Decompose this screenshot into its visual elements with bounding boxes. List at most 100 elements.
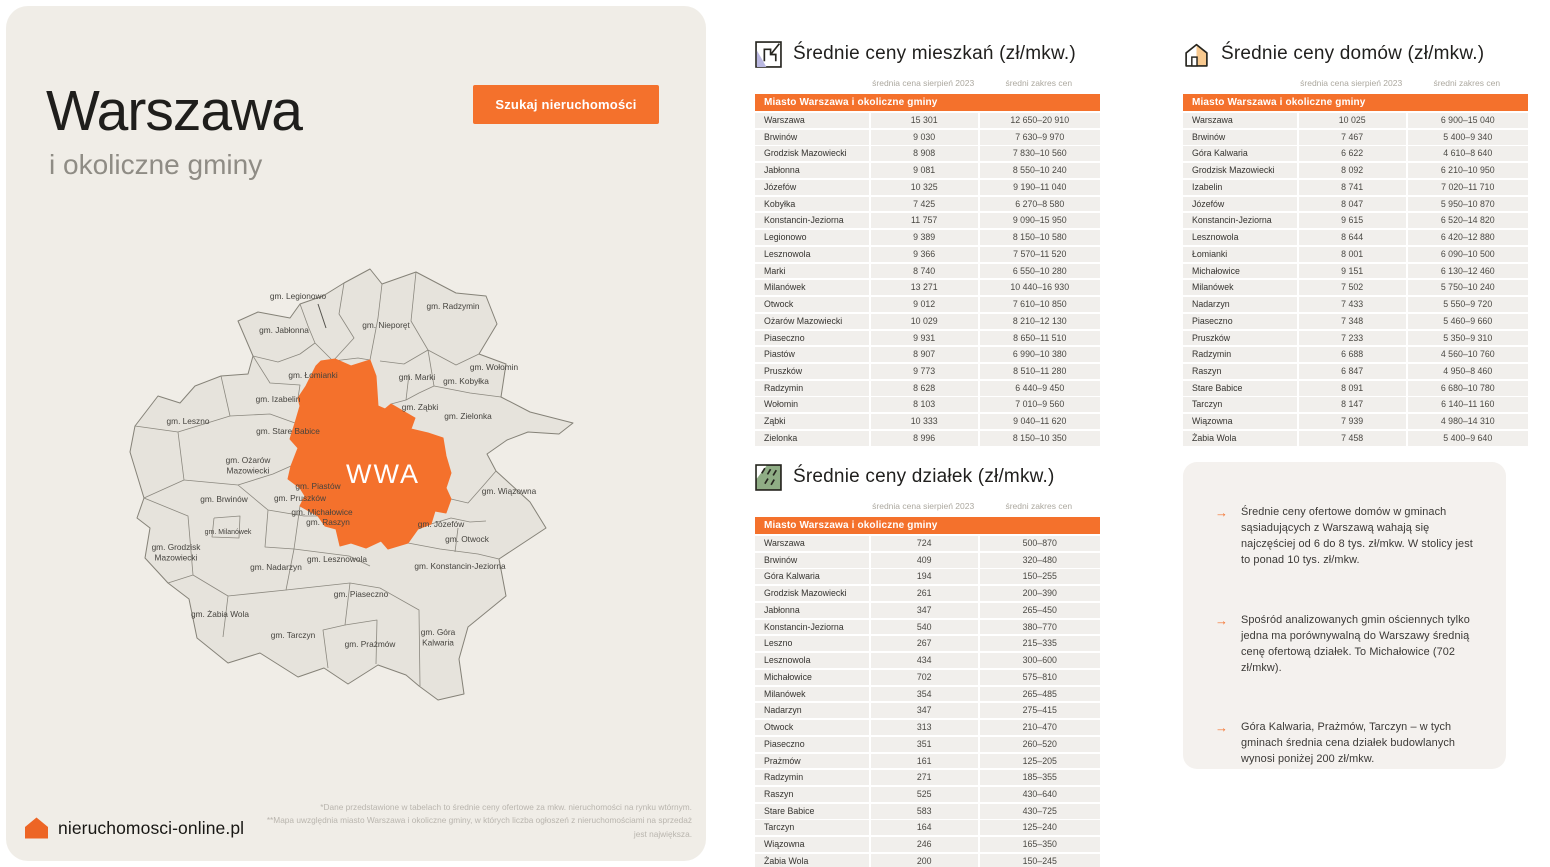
cell-price-range: 7 830–10 560: [979, 146, 1100, 162]
cell-gmina: Nadarzyn: [1183, 297, 1297, 312]
cell-avg-price: 9 012: [870, 297, 978, 312]
map-gmina-label: gm. Prażmów: [345, 639, 397, 649]
col-avg-header: średnia cena sierpień 2023: [872, 501, 975, 511]
table-row: Stare Babice 583 430–725: [755, 803, 1100, 819]
cell-price-range: 4 560–10 760: [1407, 347, 1528, 363]
table-section-band: Miasto Warszawa i okoliczne gminy: [1183, 94, 1528, 111]
table-row: Tarczyn 164 125–240: [755, 820, 1100, 836]
site-logo[interactable]: nieruchomosci-online.pl: [24, 817, 244, 839]
cell-avg-price: 8 644: [1298, 230, 1406, 245]
map-gmina-label: gm. Tarczyn: [271, 630, 316, 640]
cell-price-range: 7 630–9 970: [979, 129, 1100, 145]
map-gmina-label: gm. Michałowice: [291, 507, 353, 517]
map-gmina-label: gm. Legionowo: [270, 291, 327, 301]
cell-gmina: Stare Babice: [1183, 380, 1297, 396]
table-row: Brwinów 9 030 7 630–9 970: [755, 129, 1100, 145]
table-row: Marki 8 740 6 550–10 280: [755, 263, 1100, 279]
table-row: Pruszków 9 773 8 510–11 280: [755, 364, 1100, 379]
table-row: Żabia Wola 7 458 5 400–9 640: [1183, 430, 1528, 446]
insight-text: Średnie ceny ofertowe domów w gminach są…: [1241, 506, 1473, 567]
table-row: Grodzisk Mazowiecki 8 092 6 210–10 950: [1183, 163, 1528, 178]
map-gmina-label: gm. Brwinów: [200, 494, 248, 504]
cell-gmina: Kobyłka: [755, 196, 869, 212]
cell-gmina: Pruszków: [755, 364, 869, 379]
cell-gmina: Ząbki: [755, 414, 869, 430]
cell-avg-price: 9 773: [870, 364, 978, 379]
map-gmina-label: gm. Lesznowola: [307, 554, 367, 564]
cell-price-range: 9 040–11 620: [979, 414, 1100, 430]
cell-avg-price: 8 091: [1298, 380, 1406, 396]
cell-gmina: Lesznowola: [755, 653, 869, 668]
cell-avg-price: 10 025: [1298, 113, 1406, 128]
cell-gmina: Góra Kalwaria: [1183, 146, 1297, 162]
table-row: Grodzisk Mazowiecki 8 908 7 830–10 560: [755, 146, 1100, 162]
cell-price-range: 8 650–11 510: [979, 330, 1100, 346]
cell-price-range: 125–240: [979, 820, 1100, 836]
cell-price-range: 7 020–11 710: [1407, 179, 1528, 195]
cell-avg-price: 7 467: [1298, 129, 1406, 145]
table-title: Średnie ceny mieszkań (zł/mkw.): [793, 43, 1076, 64]
cell-avg-price: 7 433: [1298, 297, 1406, 312]
cell-price-range: 8 210–12 130: [979, 313, 1100, 329]
insight-text: Góra Kalwaria, Prażmów, Tarczyn – w tych…: [1241, 721, 1456, 766]
houses-price-table: Średnie ceny domów (zł/mkw.) średnia cen…: [1183, 38, 1528, 448]
map-gmina-label: gm. Józefów: [418, 519, 466, 529]
cell-avg-price: 8 103: [870, 397, 978, 413]
cell-gmina: Pruszków: [1183, 330, 1297, 346]
cell-avg-price: 8 740: [870, 263, 978, 279]
table-row: Nadarzyn 7 433 5 550–9 720: [1183, 297, 1528, 312]
cell-avg-price: 7 458: [1298, 430, 1406, 446]
table-row: Józefów 8 047 5 950–10 870: [1183, 196, 1528, 212]
col-range-header: średni zakres cen: [1433, 78, 1501, 88]
cell-gmina: Warszawa: [1183, 113, 1297, 128]
cell-gmina: Piastów: [755, 347, 869, 363]
map-gmina-label: gm. Izabelin: [256, 394, 301, 404]
insight-item: → Spośród analizowanych gmin ościennych …: [1215, 612, 1476, 677]
cell-price-range: 4 950–8 460: [1407, 364, 1528, 379]
table-row: Brwinów 409 320–480: [755, 552, 1100, 568]
cell-price-range: 200–390: [979, 586, 1100, 601]
cell-gmina: Radzymin: [755, 770, 869, 786]
cell-gmina: Wiązowna: [755, 837, 869, 853]
cell-avg-price: 10 333: [870, 414, 978, 430]
map-gmina-label: gm. Ożarów Mazowiecki: [226, 455, 272, 476]
search-properties-button[interactable]: Szukaj nieruchomości: [473, 85, 659, 124]
cell-gmina: Konstancin-Jeziorna: [755, 619, 869, 635]
table-row: Konstancin-Jeziorna 540 380–770: [755, 619, 1100, 635]
table-row: Otwock 9 012 7 610–10 850: [755, 297, 1100, 312]
cell-gmina: Izabelin: [1183, 179, 1297, 195]
table-row: Radzymin 6 688 4 560–10 760: [1183, 347, 1528, 363]
table-row: Wiązowna 7 939 4 980–14 310: [1183, 414, 1528, 430]
map-gmina-label: gm. Łomianki: [288, 370, 337, 380]
cell-avg-price: 7 348: [1298, 313, 1406, 329]
cell-price-range: 4 980–14 310: [1407, 414, 1528, 430]
disclaimer-line-1: *Dane przedstawione w tabelach to średni…: [320, 802, 692, 813]
cell-gmina: Stare Babice: [755, 803, 869, 819]
table-column-headers: średnia cena sierpień 2023 średni zakres…: [1183, 78, 1528, 94]
map-gmina-label: gm. Piastów: [295, 481, 341, 491]
cell-price-range: 5 350–9 310: [1407, 330, 1528, 346]
logo-house-icon: [25, 817, 48, 839]
cell-gmina: Legionowo: [755, 230, 869, 245]
cell-avg-price: 354: [870, 686, 978, 702]
cell-price-range: 265–485: [979, 686, 1100, 702]
arrow-right-icon: →: [1215, 720, 1228, 736]
cell-price-range: 6 990–10 380: [979, 347, 1100, 363]
cell-avg-price: 434: [870, 653, 978, 668]
cell-price-range: 7 010–9 560: [979, 397, 1100, 413]
cell-price-range: 9 190–11 040: [979, 179, 1100, 195]
plots-price-table: Średnie ceny działek (zł/mkw.) średnia c…: [755, 461, 1100, 867]
table-column-headers: średnia cena sierpień 2023 średni zakres…: [755, 78, 1100, 94]
map-gmina-label: gm. Zielonka: [444, 411, 492, 421]
map-gmina-label: gm. Marki: [399, 372, 436, 382]
table-row: Zielonka 8 996 8 150–10 350: [755, 430, 1100, 446]
map-gmina-label: gm. Otwock: [445, 534, 490, 544]
cell-price-range: 6 420–12 880: [1407, 230, 1528, 245]
cell-gmina: Jabłonna: [755, 602, 869, 618]
cell-avg-price: 15 301: [870, 113, 978, 128]
cell-price-range: 320–480: [979, 552, 1100, 568]
map-gmina-label: gm. Góra Kalwaria: [421, 627, 456, 648]
cell-avg-price: 9 615: [1298, 213, 1406, 229]
cell-avg-price: 347: [870, 602, 978, 618]
map-gmina-label: gm. Raszyn: [306, 517, 350, 527]
